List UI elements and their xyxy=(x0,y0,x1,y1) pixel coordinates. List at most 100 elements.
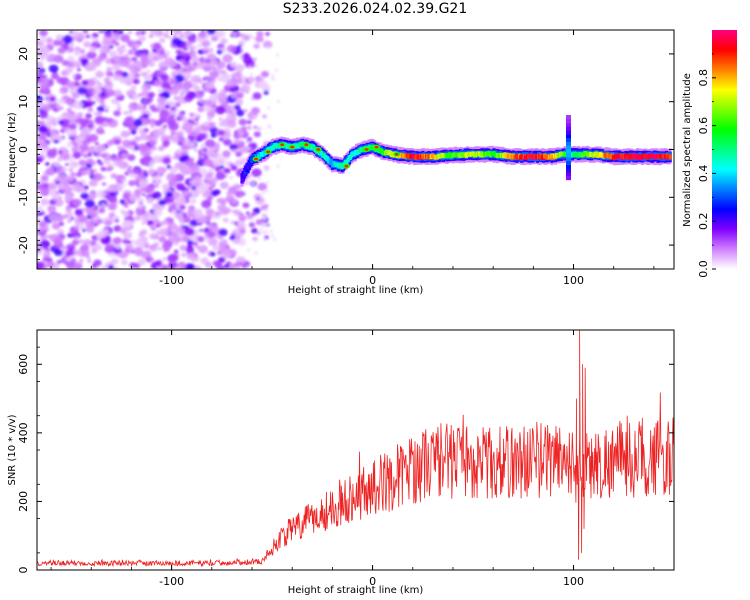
noise-blob xyxy=(107,202,118,211)
noise-blob xyxy=(133,239,143,247)
noise-dot xyxy=(265,208,269,212)
disturbance-cell xyxy=(566,145,572,150)
noise-blob xyxy=(197,236,205,243)
noise-blob xyxy=(46,148,58,158)
noise-blob xyxy=(89,179,99,187)
noise-blob xyxy=(39,83,50,93)
noise-blob xyxy=(208,224,219,233)
noise-blob xyxy=(187,130,194,136)
noise-blob xyxy=(69,160,79,169)
noise-blob xyxy=(72,60,80,67)
noise-blob xyxy=(44,95,49,99)
noise-blob xyxy=(100,92,106,96)
noise-blob xyxy=(159,37,166,43)
snr-x-tick-label: -100 xyxy=(159,575,184,588)
noise-blob xyxy=(71,92,79,99)
noise-blob xyxy=(95,70,104,78)
noise-blob xyxy=(138,35,147,42)
noise-blob xyxy=(163,246,170,253)
colorbar: 0.0 0.2 0.4 0.6 0.8 Normalized spectral ampl… xyxy=(682,30,737,278)
spectrogram-y-tick-label: 20 xyxy=(17,47,30,61)
noise-blob xyxy=(166,173,177,182)
noise-blob xyxy=(73,224,80,230)
noise-dot xyxy=(263,87,266,91)
noise-dot xyxy=(246,266,250,269)
noise-blob xyxy=(115,42,119,46)
disturbance-cell xyxy=(566,137,572,142)
noise-blob xyxy=(96,245,103,251)
noise-blob xyxy=(263,165,270,171)
noise-dot xyxy=(271,77,275,81)
noise-blob xyxy=(120,130,130,138)
snr-background xyxy=(37,330,674,570)
noise-blob xyxy=(229,143,238,151)
noise-blob xyxy=(215,105,226,115)
noise-blob xyxy=(74,236,79,240)
noise-blob xyxy=(235,109,245,117)
noise-blob xyxy=(194,148,198,152)
noise-blob xyxy=(149,224,156,229)
noise-blob xyxy=(194,117,200,121)
noise-blob xyxy=(196,219,202,224)
ridge-dot-core xyxy=(280,143,284,146)
noise-blob xyxy=(137,258,146,266)
noise-blob xyxy=(80,57,89,65)
noise-blob xyxy=(83,239,92,246)
noise-blob xyxy=(78,223,85,228)
noise-blob xyxy=(72,100,83,110)
noise-blob xyxy=(106,194,117,203)
noise-blob xyxy=(218,235,224,240)
noise-blob xyxy=(132,60,143,69)
noise-blob xyxy=(198,31,207,38)
noise-blob xyxy=(181,252,187,257)
noise-blob xyxy=(74,208,84,216)
noise-blob xyxy=(158,55,164,61)
noise-blob xyxy=(179,58,184,63)
noise-blob xyxy=(81,79,89,86)
noise-blob xyxy=(85,225,95,233)
noise-blob xyxy=(152,55,160,62)
noise-blob xyxy=(53,108,59,112)
noise-blob xyxy=(40,57,44,61)
noise-blob xyxy=(145,96,154,103)
noise-blob xyxy=(128,165,133,170)
noise-blob xyxy=(91,32,99,39)
ridge-dot-core xyxy=(364,148,369,151)
noise-blob xyxy=(197,244,208,254)
noise-blob xyxy=(87,107,94,113)
noise-blob xyxy=(251,228,258,234)
noise-blob xyxy=(129,262,137,269)
noise-blob xyxy=(137,143,148,152)
noise-dot xyxy=(264,168,268,172)
disturbance-cell xyxy=(566,168,572,173)
noise-blob xyxy=(65,177,71,182)
noise-blob xyxy=(235,256,246,265)
noise-blob xyxy=(237,130,245,137)
noise-blob xyxy=(54,248,63,257)
noise-blob xyxy=(148,34,154,39)
noise-blob xyxy=(119,227,127,234)
disturbance-cell xyxy=(566,130,572,135)
noise-blob xyxy=(96,144,107,153)
noise-dot xyxy=(275,53,279,57)
noise-blob xyxy=(71,198,82,207)
noise-blob xyxy=(199,167,208,175)
disturbance-cell xyxy=(566,149,572,154)
noise-blob xyxy=(190,165,201,174)
spectrogram-x-tick-label: 100 xyxy=(563,274,584,287)
noise-blob xyxy=(193,208,203,217)
noise-blob xyxy=(200,154,205,158)
noise-blob xyxy=(218,137,225,142)
noise-blob xyxy=(175,49,182,55)
noise-blob xyxy=(155,224,161,228)
noise-blob xyxy=(80,127,90,135)
noise-blob xyxy=(215,172,226,181)
noise-blob xyxy=(122,48,127,52)
noise-blob xyxy=(84,88,96,97)
noise-blob xyxy=(222,54,233,63)
noise-blob xyxy=(40,239,51,249)
noise-blob xyxy=(87,97,92,102)
noise-blob xyxy=(208,77,216,84)
noise-blob xyxy=(123,111,128,115)
noise-blob xyxy=(97,111,103,116)
